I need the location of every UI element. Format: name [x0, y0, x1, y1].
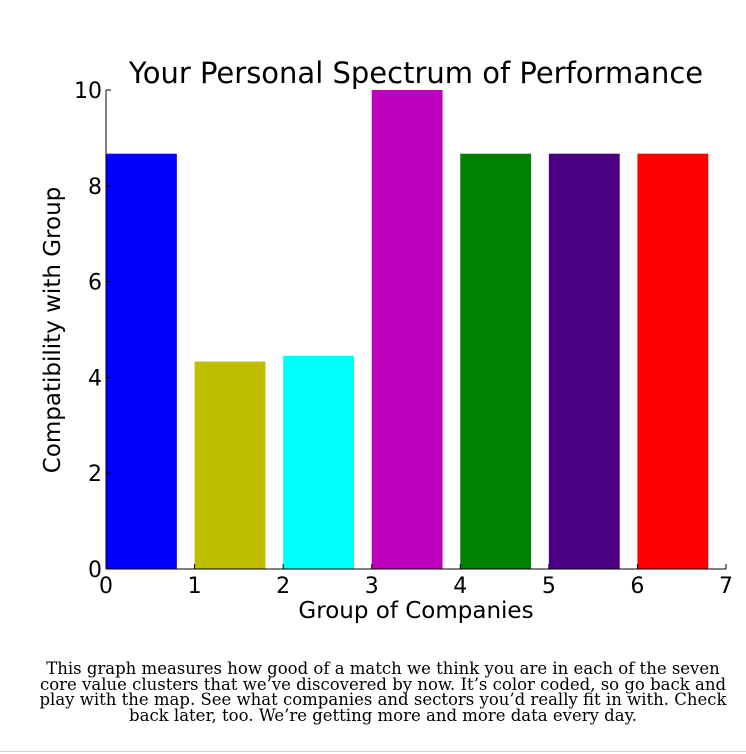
- bottom-divider: [0, 751, 746, 752]
- bar-group-2: [283, 355, 354, 569]
- chart-title: Your Personal Spectrum of Performance: [128, 56, 703, 90]
- y-tick-label-4: 4: [88, 366, 102, 391]
- y-tick-label-0: 0: [88, 558, 102, 583]
- chart-caption: This graph measures how good of a match …: [39, 659, 727, 725]
- bar-group-4: [460, 153, 532, 569]
- bars-group: [106, 90, 709, 569]
- x-tick-label-5: 5: [542, 574, 556, 599]
- x-tick-label-2: 2: [276, 574, 290, 599]
- y-tick-label-6: 6: [88, 271, 102, 296]
- x-tick-label-7: 7: [719, 574, 733, 599]
- x-tick-labels: 0 1 2 3 4 5 6 7: [99, 574, 733, 599]
- y-tick-labels: 0 2 4 6 8 10: [74, 79, 102, 583]
- y-tick-label-2: 2: [88, 462, 102, 487]
- y-tick-label-8: 8: [88, 175, 102, 200]
- x-tick-label-6: 6: [630, 574, 644, 599]
- bar-group-5: [548, 153, 620, 569]
- bar-group-1: [194, 361, 266, 569]
- x-axis-title: Group of Companies: [298, 598, 533, 624]
- bar-group-3: [371, 90, 443, 569]
- bar-group-6: [637, 153, 709, 569]
- bar-chart: Your Personal Spectrum of Performance 0 1…: [40, 56, 733, 624]
- bar-group-0: [106, 153, 177, 569]
- x-tick-label-1: 1: [188, 574, 202, 599]
- y-axis-title: Compatibility with Group: [40, 187, 66, 473]
- x-tick-label-0: 0: [99, 574, 113, 599]
- x-tick-label-4: 4: [453, 574, 467, 599]
- axes-group: [105, 89, 727, 570]
- x-tick-label-3: 3: [365, 574, 379, 599]
- y-tick-label-10: 10: [74, 79, 102, 104]
